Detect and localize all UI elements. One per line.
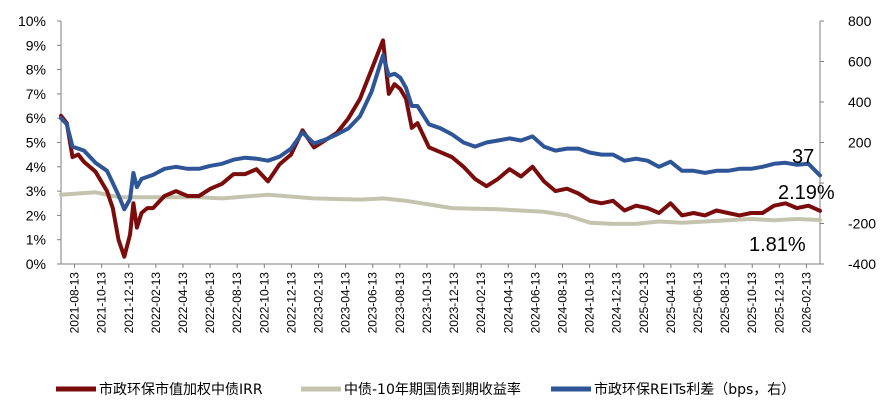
left-tick-label: 0% [26, 256, 46, 272]
x-tick-label: 2022-12-13 [284, 272, 298, 334]
x-tick-label: 2023-06-13 [366, 272, 380, 334]
x-tick-label: 2025-06-13 [691, 272, 705, 334]
legend-label-cgb: 中债-10年期国债到期收益率 [344, 381, 521, 398]
left-tick-label: 9% [26, 37, 46, 53]
x-tick-label: 2023-02-13 [312, 272, 326, 334]
x-tick-label: 2025-10-13 [745, 272, 759, 334]
right-tick-label: -200 [848, 216, 876, 232]
legend-item-spread: 市政环保REITs利差（bps，右） [551, 381, 795, 398]
series-line-cgb [59, 190, 822, 226]
x-tick-label: 2021-10-13 [95, 272, 109, 334]
x-tick-label: 2024-02-13 [474, 272, 488, 334]
right-tick-label: 800 [848, 13, 872, 29]
x-tick-label: 2022-10-13 [257, 272, 271, 334]
x-tick-label: 2023-08-13 [393, 272, 407, 334]
left-tick-label: 6% [26, 110, 46, 126]
annotation-cgb-last: 1.81% [749, 234, 806, 256]
x-tick-label: 2025-12-13 [772, 272, 786, 334]
plot-area [59, 38, 822, 259]
legend-item-irr: 市政环保市值加权中债IRR [56, 381, 263, 398]
left-tick-label: 10% [18, 13, 46, 29]
x-tick-label: 2022-02-13 [149, 272, 163, 334]
left-tick-label: 5% [26, 135, 46, 151]
axes [60, 21, 821, 265]
x-tick-label: 2024-12-13 [610, 272, 624, 334]
x-tick-label: 2025-02-13 [637, 272, 651, 334]
x-tick-label: 2024-10-13 [583, 272, 597, 334]
x-tick-label: 2021-08-13 [68, 272, 82, 334]
series-line-irr [59, 38, 822, 259]
legend-label-irr: 市政环保市值加权中债IRR [99, 381, 263, 398]
x-tick-label: 2023-10-13 [420, 272, 434, 334]
left-tick-label: 3% [26, 183, 46, 199]
right-y-axis: -400 -200 200 400 600 800 [820, 13, 876, 272]
legend: 市政环保市值加权中债IRR 中债-10年期国债到期收益率 市政环保REITs利差… [56, 381, 795, 398]
x-tick-label: 2022-04-13 [176, 272, 190, 334]
legend-label-spread: 市政环保REITs利差（bps，右） [594, 381, 795, 398]
x-tick-label: 2022-08-13 [230, 272, 244, 334]
right-tick-label: -400 [848, 256, 876, 272]
x-tick-label: 2025-04-13 [664, 272, 678, 334]
annotations: 37 2.19% 1.81% [749, 146, 835, 256]
x-tick-label: 2023-04-13 [339, 272, 353, 334]
x-tick-label: 2021-12-13 [122, 272, 136, 334]
x-tick-label: 2024-08-13 [555, 272, 569, 334]
x-tick-label: 2023-12-13 [447, 272, 461, 334]
x-axis: 2021-08-13 2021-10-13 2021-12-13 2022-02-13… [68, 264, 813, 334]
left-tick-label: 1% [26, 232, 46, 248]
left-tick-label: 4% [26, 159, 46, 175]
left-y-axis: 0% 1% 2% 3% 4% 5% 6% 7% 8% 9% 10% [18, 13, 61, 272]
x-tick-label: 2022-06-13 [203, 272, 217, 334]
x-tick-label: 2024-06-13 [528, 272, 542, 334]
legend-item-cgb: 中债-10年期国债到期收益率 [301, 381, 521, 398]
x-tick-label: 2024-04-13 [501, 272, 515, 334]
left-tick-label: 8% [26, 62, 46, 78]
annotation-spread-last: 37 [792, 146, 814, 168]
left-tick-label: 2% [26, 207, 46, 223]
annotation-irr-last: 2.19% [778, 182, 835, 204]
right-tick-label: 200 [848, 135, 872, 151]
x-tick-label: 2026-02-13 [799, 272, 813, 334]
series-line-spread [59, 53, 822, 212]
right-tick-label: 600 [848, 54, 872, 70]
right-tick-label: 400 [848, 94, 872, 110]
left-tick-label: 7% [26, 86, 46, 102]
x-tick-label: 2025-08-13 [718, 272, 732, 334]
